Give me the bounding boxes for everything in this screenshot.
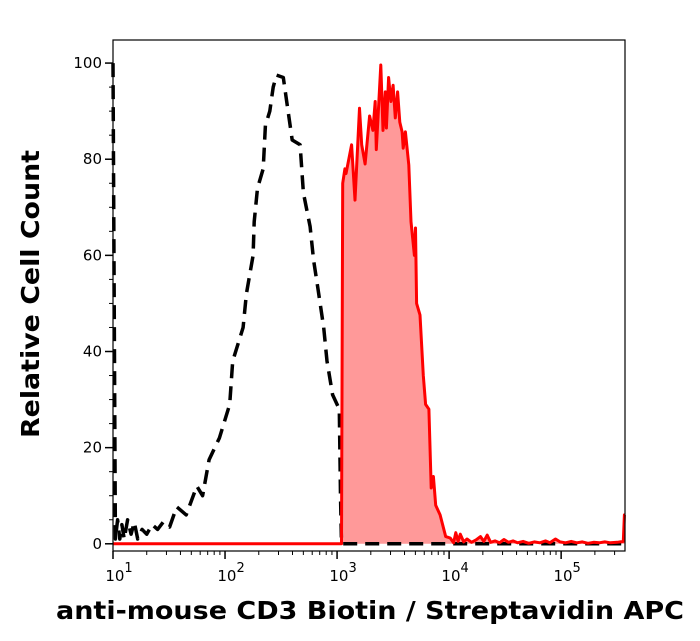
x-tick-label: 105 <box>553 561 580 585</box>
stained-histogram-line <box>113 63 626 546</box>
plot-frame <box>112 39 626 552</box>
x-tick-label: 104 <box>441 561 468 585</box>
x-tick-label: 103 <box>329 561 356 585</box>
y-axis-title: Relative Cell Count <box>16 150 45 438</box>
x-tick-base: 10 <box>329 567 348 585</box>
x-axis-title: anti-mouse CD3 Biotin / Streptavidin APC <box>56 596 684 625</box>
x-tick-exponent: 3 <box>348 561 356 576</box>
y-tick-label: 60 <box>83 246 102 264</box>
x-tick-base: 10 <box>105 567 124 585</box>
y-tick-label: 40 <box>83 343 102 361</box>
stained-histogram-fill <box>113 65 625 544</box>
x-tick-exponent: 1 <box>124 561 132 576</box>
x-tick-base: 10 <box>217 567 236 585</box>
control-histogram-line <box>111 63 625 546</box>
x-tick-exponent: 2 <box>236 561 244 576</box>
y-tick-label: 0 <box>92 535 102 553</box>
x-tick-exponent: 4 <box>461 561 469 576</box>
y-tick-label: 20 <box>83 439 102 457</box>
y-tick-label: 100 <box>73 54 102 72</box>
x-tick-base: 10 <box>553 567 572 585</box>
x-tick-base: 10 <box>441 567 460 585</box>
x-tick-exponent: 5 <box>573 561 581 576</box>
x-tick-label: 101 <box>105 561 132 585</box>
x-tick-label: 102 <box>217 561 244 585</box>
y-tick-label: 80 <box>83 150 102 168</box>
